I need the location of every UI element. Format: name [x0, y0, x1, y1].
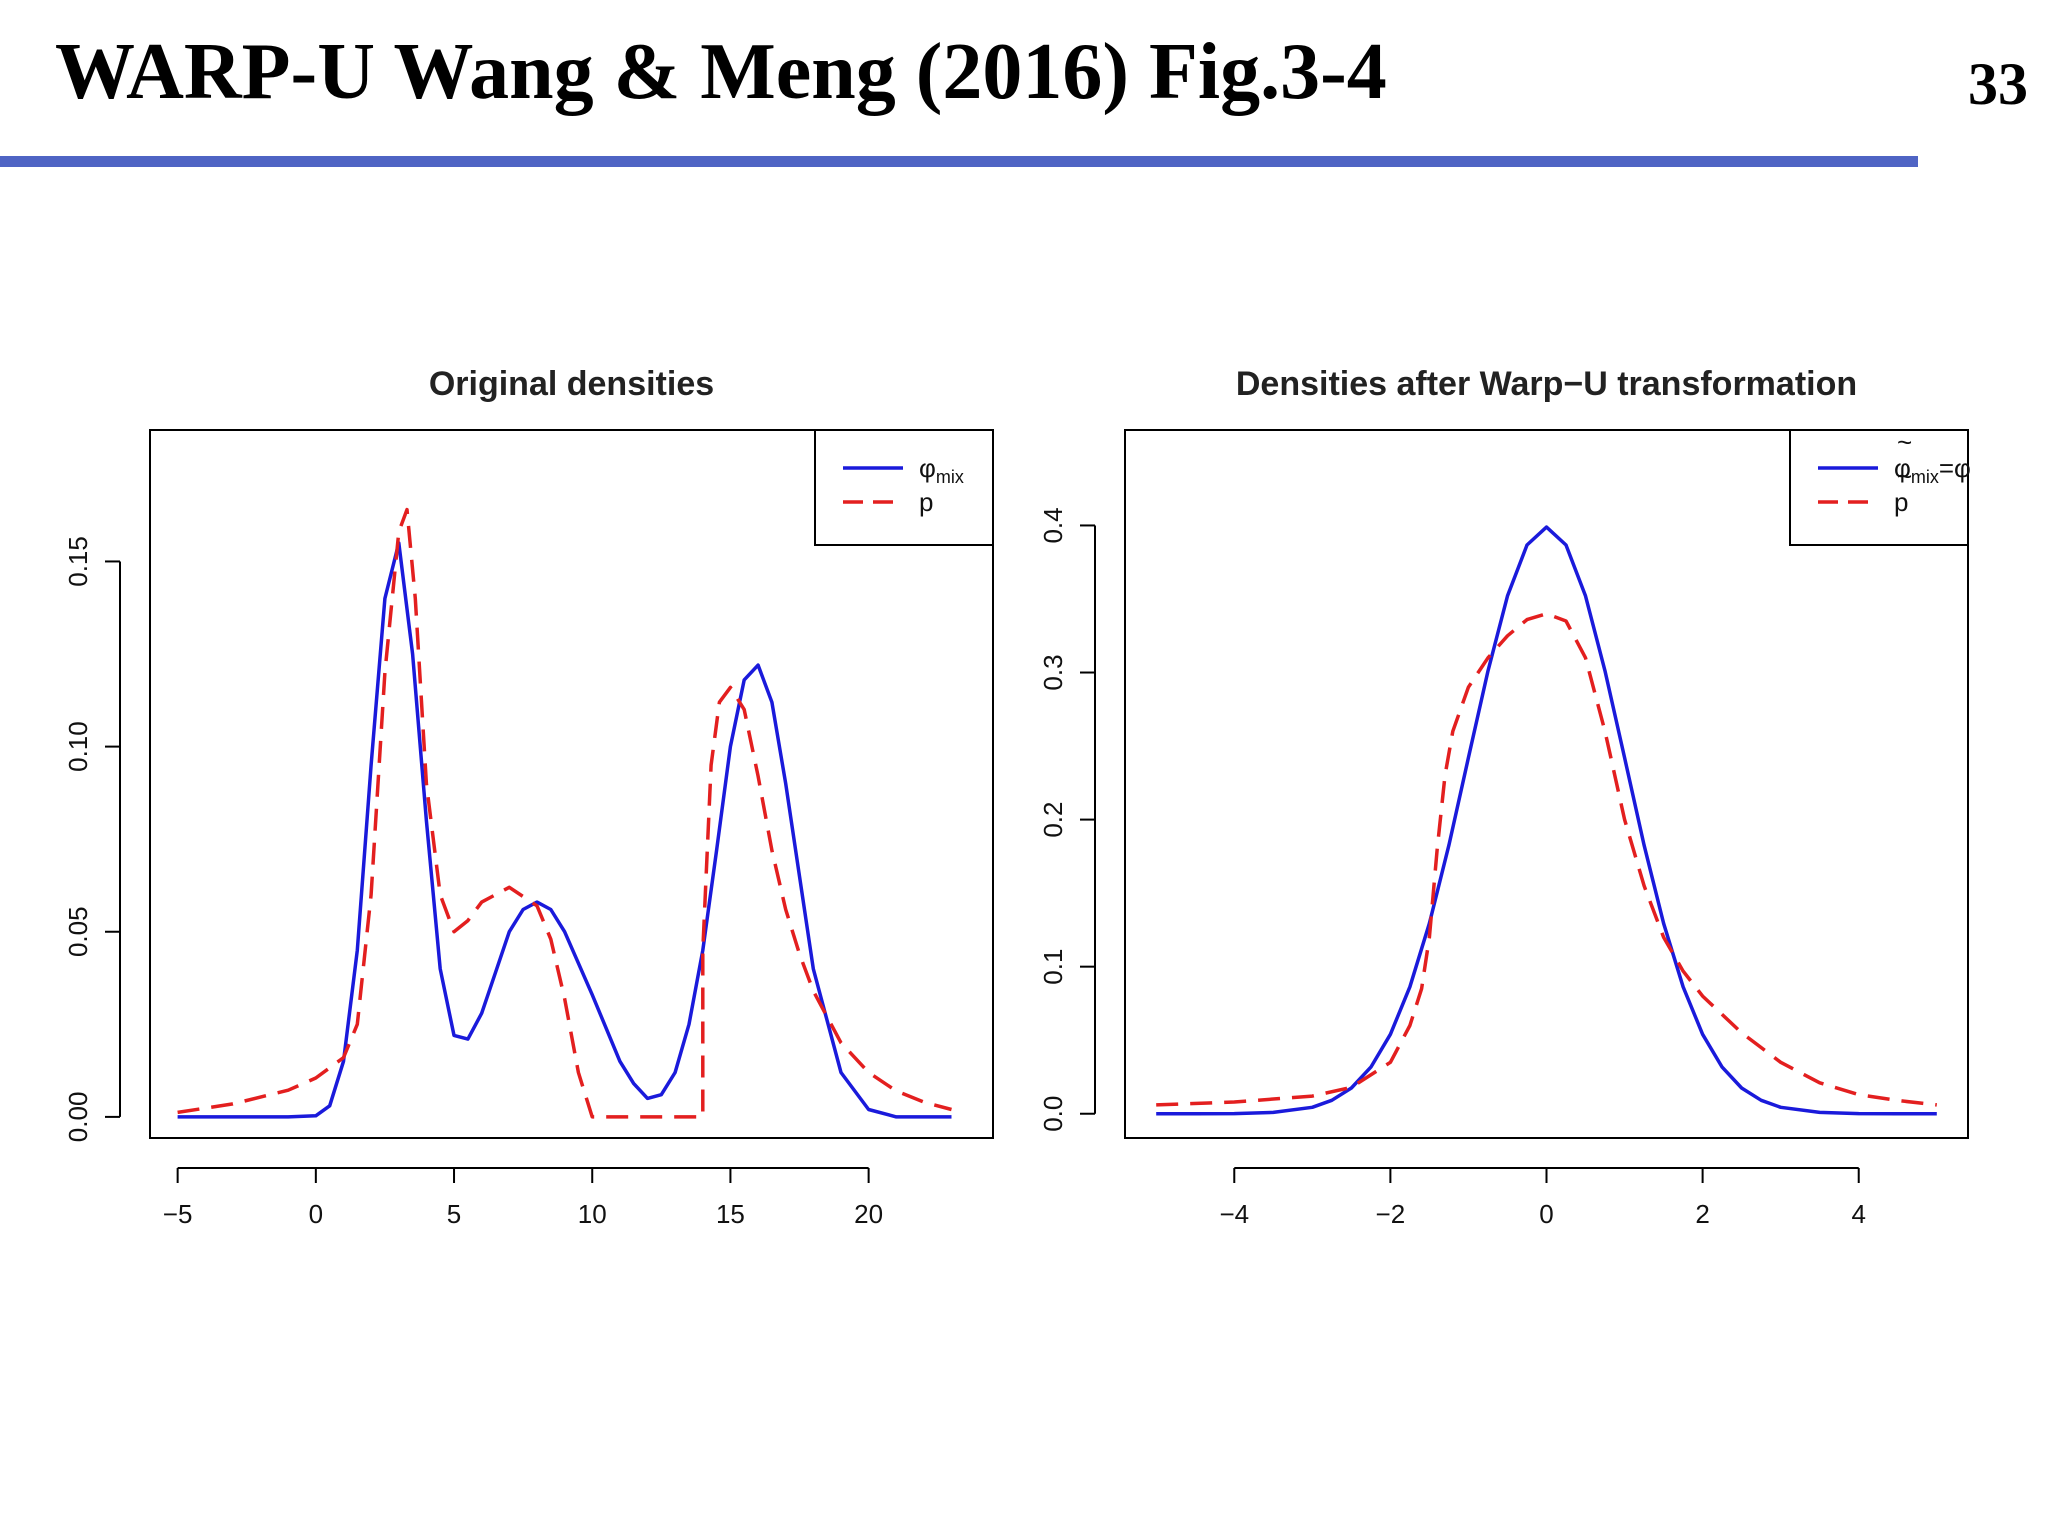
- legend-box: [1789, 429, 1969, 546]
- y-tick-label: 0.15: [63, 536, 93, 587]
- x-tick-label: 20: [854, 1199, 883, 1229]
- legend-label: p: [1894, 487, 1908, 517]
- series-line-p: [1156, 611, 1937, 1107]
- legend-subscript: mix: [936, 467, 964, 487]
- y-tick-label: 0.0: [1038, 1096, 1068, 1132]
- x-tick-label: 0: [309, 1199, 323, 1229]
- legend-label: φmix=φ: [1894, 453, 1971, 487]
- chart-title: Densities after Warp−U transformation: [1236, 365, 1857, 403]
- legend-subscript: mix: [1911, 467, 1939, 487]
- y-tick-label: 0.00: [63, 1092, 93, 1143]
- title-rule: [0, 156, 1918, 167]
- series-line-phi: [1156, 525, 1937, 1116]
- y-tick-label: 0.10: [63, 721, 93, 772]
- legend-label: φmix: [919, 453, 964, 487]
- legend-symbol: φ: [919, 453, 936, 483]
- chart-title: Original densities: [429, 365, 714, 403]
- x-tick-label: −2: [1376, 1199, 1406, 1229]
- slide-title: WARP-U Wang & Meng (2016) Fig.3-4: [55, 28, 1387, 116]
- x-tick-label: 2: [1695, 1199, 1709, 1229]
- x-tick-label: 15: [716, 1199, 745, 1229]
- series-line-p: [177, 507, 952, 1119]
- legend-symbol: p: [1894, 487, 1908, 517]
- legend-symbol: p: [919, 487, 933, 517]
- plot-frame: [1124, 429, 1969, 1139]
- y-tick-label: 0.3: [1038, 654, 1068, 690]
- legend-symbol: φ: [1894, 453, 1911, 483]
- series-line-phi: [177, 541, 952, 1119]
- x-tick-label: 5: [447, 1199, 461, 1229]
- plot-frame: [149, 429, 994, 1139]
- legend-accent: ~: [1897, 461, 1912, 491]
- x-tick-label: −4: [1219, 1199, 1249, 1229]
- x-tick-label: 10: [578, 1199, 607, 1229]
- legend-box: [814, 429, 994, 546]
- x-tick-label: −5: [163, 1199, 193, 1229]
- y-tick-label: 0.05: [63, 906, 93, 957]
- legend-suffix: =φ: [1939, 453, 1971, 483]
- page-number: 33: [1968, 51, 2028, 117]
- y-tick-label: 0.2: [1038, 802, 1068, 838]
- legend-label: p: [919, 487, 933, 517]
- chart-warpu-densities: Densities after Warp−U transformation −4 −…: [1038, 365, 1971, 1229]
- x-tick-label: 0: [1539, 1199, 1553, 1229]
- chart-original-densities: Original densities −5 0 5 10 15 20 0.00 0.05 0.10…: [63, 365, 994, 1229]
- legend-accent: ~: [1897, 427, 1912, 457]
- x-tick-label: 4: [1851, 1199, 1865, 1229]
- legend: ~φmix=φ~p: [1789, 427, 1971, 546]
- y-tick-label: 0.4: [1038, 507, 1068, 543]
- y-tick-label: 0.1: [1038, 949, 1068, 985]
